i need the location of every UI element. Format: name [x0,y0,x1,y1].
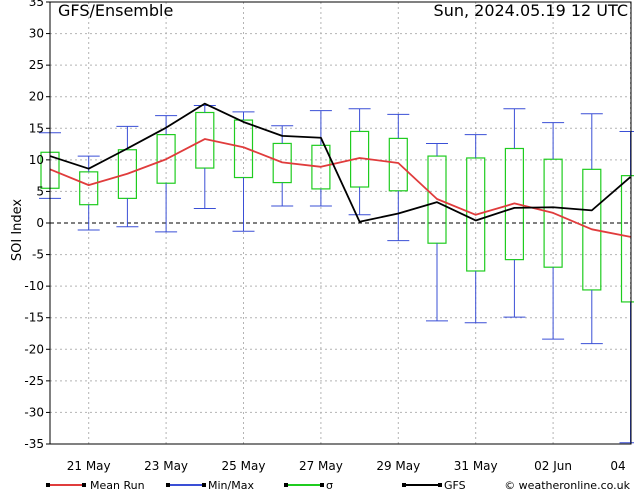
x-tick-label: 25 May [222,459,266,473]
run-timestamp: Sun, 2024.05.19 12 UTC [434,1,628,20]
x-tick-label: 27 May [299,459,343,473]
y-axis-label: SOI Index [10,199,25,262]
legend-sigma-label: σ [326,479,333,490]
y-tick-label: -20 [24,342,44,356]
x-tick-label: 02 Jun [534,459,572,473]
y-tick-label: 15 [29,121,44,135]
y-tick-label: -25 [24,374,44,388]
y-tick-label: -5 [32,248,44,262]
legend-sigma-dot-left [284,483,288,487]
legend-min-max-dot-right [202,483,206,487]
x-tick-label: 21 May [67,459,111,473]
legend-min-max-dot-left [166,483,170,487]
y-tick-label: 30 [29,27,44,41]
x-tick-label: 23 May [144,459,188,473]
y-tick-label: 10 [29,153,44,167]
y-tick-label: -15 [24,311,44,325]
y-tick-label: -35 [24,437,44,451]
legend-gfs-dot-right [438,483,442,487]
legend-gfs-label: GFS [444,479,466,490]
y-tick-label: 5 [36,184,44,198]
y-tick-label: 20 [29,90,44,104]
y-tick-label: 25 [29,58,44,72]
legend-mean-run-label: Mean Run [90,479,145,490]
x-tick-label: 31 May [454,459,498,473]
y-tick-label: -30 [24,405,44,419]
legend-mean-run-dot-left [46,483,50,487]
chart-title: GFS/Ensemble [58,1,173,20]
legend-mean-run-dot-right [82,483,86,487]
credit-text: © weatheronline.co.uk [504,479,630,490]
x-tick-label: 04 [610,459,625,473]
y-tick-label: 0 [36,216,44,230]
legend-min-max-label: Min/Max [208,479,254,490]
legend-gfs-dot-left [402,483,406,487]
y-tick-label: -10 [24,279,44,293]
x-tick-label: 29 May [376,459,420,473]
y-tick-label: 35 [29,0,44,9]
legend-sigma-dot-right [320,483,324,487]
